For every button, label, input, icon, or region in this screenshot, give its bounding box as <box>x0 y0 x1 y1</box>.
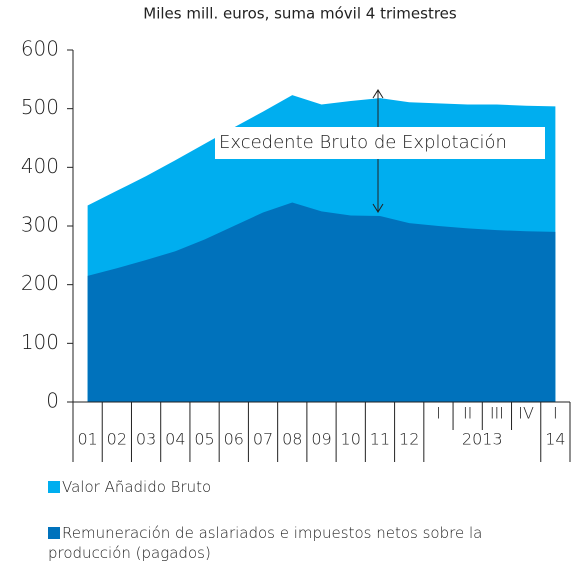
x-tick-label: 01 <box>77 430 97 449</box>
y-tick-label: 600 <box>21 37 59 61</box>
x-tick-label: 06 <box>224 430 244 449</box>
x-group-label: 2013 <box>462 430 503 449</box>
arrow <box>372 89 384 127</box>
x-group-label: 14 <box>545 430 565 449</box>
y-tick-label: 500 <box>21 95 59 119</box>
x-tick-label: 03 <box>136 430 156 449</box>
annotation-box <box>215 127 545 159</box>
x-tick-label: 07 <box>253 430 273 449</box>
x-tick-label: IV <box>518 404 534 423</box>
y-tick-label: 0 <box>46 389 59 413</box>
y-tick-label: 300 <box>21 213 59 237</box>
x-tick-label: 08 <box>282 430 302 449</box>
legend-item: Valor Añadido Bruto <box>48 477 568 497</box>
legend-swatch <box>48 481 60 493</box>
arrow <box>372 159 384 213</box>
x-tick-label: III <box>490 404 504 423</box>
legend-item: Remuneración de aslariados e impuestos n… <box>48 523 568 563</box>
x-tick-label: 09 <box>311 430 331 449</box>
y-tick-label: 200 <box>21 271 59 295</box>
x-tick-label: 10 <box>341 430 361 449</box>
y-tick-label: 400 <box>21 154 59 178</box>
x-tick-label: II <box>463 404 472 423</box>
x-tick-label: 11 <box>370 430 390 449</box>
x-tick-label: 04 <box>165 430 185 449</box>
chart-subtitle: Miles mill. euros, suma móvil 4 trimestr… <box>143 5 457 23</box>
x-tick-label: 02 <box>107 430 127 449</box>
x-tick-label: I <box>436 404 441 423</box>
y-tick-label: 100 <box>21 330 59 354</box>
annotation: Excedente Bruto de Explotación <box>219 132 507 153</box>
legend-label: Valor Añadido Bruto <box>62 478 212 496</box>
x-tick-label: 12 <box>399 430 419 449</box>
legend-label: Remuneración de aslariados e impuestos n… <box>48 524 483 562</box>
x-tick-label: I <box>553 404 558 423</box>
area <box>87 202 556 402</box>
chart: Miles mill. euros, suma móvil 4 trimestr… <box>21 5 571 462</box>
legend-swatch <box>48 527 60 539</box>
x-tick-label: 05 <box>194 430 214 449</box>
